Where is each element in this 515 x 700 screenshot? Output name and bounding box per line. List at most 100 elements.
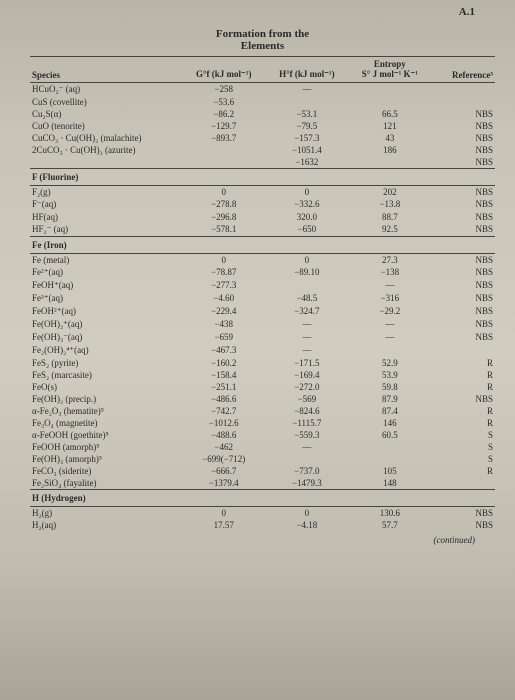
cell-species: FeS₂ (pyrite) xyxy=(30,357,182,369)
cell-species: FeOH²⁺(aq) xyxy=(30,305,182,318)
cell-ref: NBS xyxy=(431,519,495,531)
table-title-2: Elements xyxy=(30,40,495,52)
cell-h: −53.1 xyxy=(265,108,348,120)
cell-species: CuS (covellite) xyxy=(30,96,182,108)
table-row: FeOOH (amorph)⁵−462—S xyxy=(30,441,495,453)
col-species: Species xyxy=(30,57,182,83)
cell-s: 202 xyxy=(348,186,431,199)
cell-ref xyxy=(431,83,495,97)
cell-g: −893.7 xyxy=(182,132,265,144)
cell-g: −742.7 xyxy=(182,405,265,417)
cell-g: −488.6 xyxy=(182,429,265,441)
cell-s: −13.8 xyxy=(348,198,431,211)
cell-species: FeOH⁺(aq) xyxy=(30,279,182,292)
cell-s: 57.7 xyxy=(348,519,431,531)
cell-h: −824.6 xyxy=(265,405,348,417)
cell-s xyxy=(348,453,431,465)
table-row: HF(aq)−296.8320.088.7NBS xyxy=(30,211,495,223)
cell-s: — xyxy=(348,279,431,292)
cell-s: 66.5 xyxy=(348,108,431,120)
cell-ref: R xyxy=(431,357,495,369)
thermo-table: Species G°f (kJ mol⁻¹) H°f (kJ mol⁻¹) En… xyxy=(30,56,495,531)
cell-s: 130.6 xyxy=(348,507,431,520)
cell-species: F₂(g) xyxy=(30,186,182,199)
cell-s: 121 xyxy=(348,120,431,132)
cell-s: 27.3 xyxy=(348,254,431,267)
table-row: Fe₂(OH)₂⁴⁺(aq)−467.3— xyxy=(30,344,495,357)
cell-species: Fe (metal) xyxy=(30,254,182,267)
cell-g: −296.8 xyxy=(182,211,265,223)
cell-h: −737.0 xyxy=(265,465,348,477)
cell-g xyxy=(182,156,265,169)
cell-g: −78.87 xyxy=(182,266,265,279)
cell-ref: NBS xyxy=(431,120,495,132)
cell-h: −48.5 xyxy=(265,292,348,305)
table-row: CuO (tenorite)−129.7−79.5121NBS xyxy=(30,120,495,132)
cell-h: — xyxy=(265,331,348,344)
cell-h: −1115.7 xyxy=(265,417,348,429)
cell-ref: NBS xyxy=(431,279,495,292)
col-ref: Reference³ xyxy=(431,57,495,83)
table-row: α-FeOOH (goethite)⁵−488.6−559.360.5S xyxy=(30,429,495,441)
cell-species: Fe₂(OH)₂⁴⁺(aq) xyxy=(30,344,182,357)
cell-g: −438 xyxy=(182,318,265,331)
table-row: CuS (covellite)−53.6 xyxy=(30,96,495,108)
table-row: CuCO₃ · Cu(OH)₂ (malachite)−893.7−157.34… xyxy=(30,132,495,144)
cell-g: 0 xyxy=(182,507,265,520)
table-row: 2CuCO₃ · Cu(OH)₂ (azurite)−1051.4186NBS xyxy=(30,144,495,156)
cell-g: −277.3 xyxy=(182,279,265,292)
cell-g: −1012.6 xyxy=(182,417,265,429)
cell-h: — xyxy=(265,83,348,97)
cell-h: — xyxy=(265,318,348,331)
cell-g: −486.6 xyxy=(182,393,265,405)
table-row: FeOH²⁺(aq)−229.4−324.7−29.2NBS xyxy=(30,305,495,318)
cell-s xyxy=(348,441,431,453)
cell-g: 0 xyxy=(182,254,265,267)
cell-ref: R xyxy=(431,369,495,381)
cell-s xyxy=(348,156,431,169)
cell-species: Fe(OH)₃⁻(aq) xyxy=(30,331,182,344)
table-row: H₂(aq)17.57−4.1857.7NBS xyxy=(30,519,495,531)
cell-species: Fe(OH)₂⁺(aq) xyxy=(30,318,182,331)
table-row: Fe³⁺(aq)−4.60−48.5−316NBS xyxy=(30,292,495,305)
cell-s: 146 xyxy=(348,417,431,429)
cell-species: HF(aq) xyxy=(30,211,182,223)
cell-s: 60.5 xyxy=(348,429,431,441)
cell-g: −666.7 xyxy=(182,465,265,477)
cell-g: 17.57 xyxy=(182,519,265,531)
col-s: Entropy S° J mol⁻¹ K⁻¹ xyxy=(348,57,431,83)
table-row: HF₂⁻ (aq)−578.1−65092.5NBS xyxy=(30,223,495,237)
cell-h: 0 xyxy=(265,186,348,199)
table-row: Fe(OH)₂ (precip.)−486.6−56987.9NBS xyxy=(30,393,495,405)
table-row: Fe₃O₄ (magnetite)−1012.6−1115.7146R xyxy=(30,417,495,429)
cell-g: −160.2 xyxy=(182,357,265,369)
cell-s: 87.4 xyxy=(348,405,431,417)
cell-h: −650 xyxy=(265,223,348,237)
cell-h: −4.18 xyxy=(265,519,348,531)
cell-h: −79.5 xyxy=(265,120,348,132)
cell-s: −316 xyxy=(348,292,431,305)
cell-h: 320.0 xyxy=(265,211,348,223)
cell-ref: NBS xyxy=(431,156,495,169)
cell-g: −53.6 xyxy=(182,96,265,108)
cell-s xyxy=(348,83,431,97)
table-row: Fe (metal)0027.3NBS xyxy=(30,254,495,267)
cell-g: −699(−712) xyxy=(182,453,265,465)
cell-h: 0 xyxy=(265,507,348,520)
col-g: G°f (kJ mol⁻¹) xyxy=(182,57,265,83)
cell-ref xyxy=(431,96,495,108)
table-row: α-Fe₂O₃ (hematite)⁵−742.7−824.687.4R xyxy=(30,405,495,417)
cell-g: −251.1 xyxy=(182,381,265,393)
cell-species: F⁻(aq) xyxy=(30,198,182,211)
cell-s: 87.9 xyxy=(348,393,431,405)
cell-h: −169.4 xyxy=(265,369,348,381)
cell-ref: NBS xyxy=(431,108,495,120)
cell-h xyxy=(265,453,348,465)
cell-s: 186 xyxy=(348,144,431,156)
cell-g: −158.4 xyxy=(182,369,265,381)
cell-h: −171.5 xyxy=(265,357,348,369)
table-row: HCuO₂⁻ (aq)−258— xyxy=(30,83,495,97)
cell-ref xyxy=(431,344,495,357)
cell-species: CuCO₃ · Cu(OH)₂ (malachite) xyxy=(30,132,182,144)
table-row: FeO(s)−251.1−272.059.8R xyxy=(30,381,495,393)
